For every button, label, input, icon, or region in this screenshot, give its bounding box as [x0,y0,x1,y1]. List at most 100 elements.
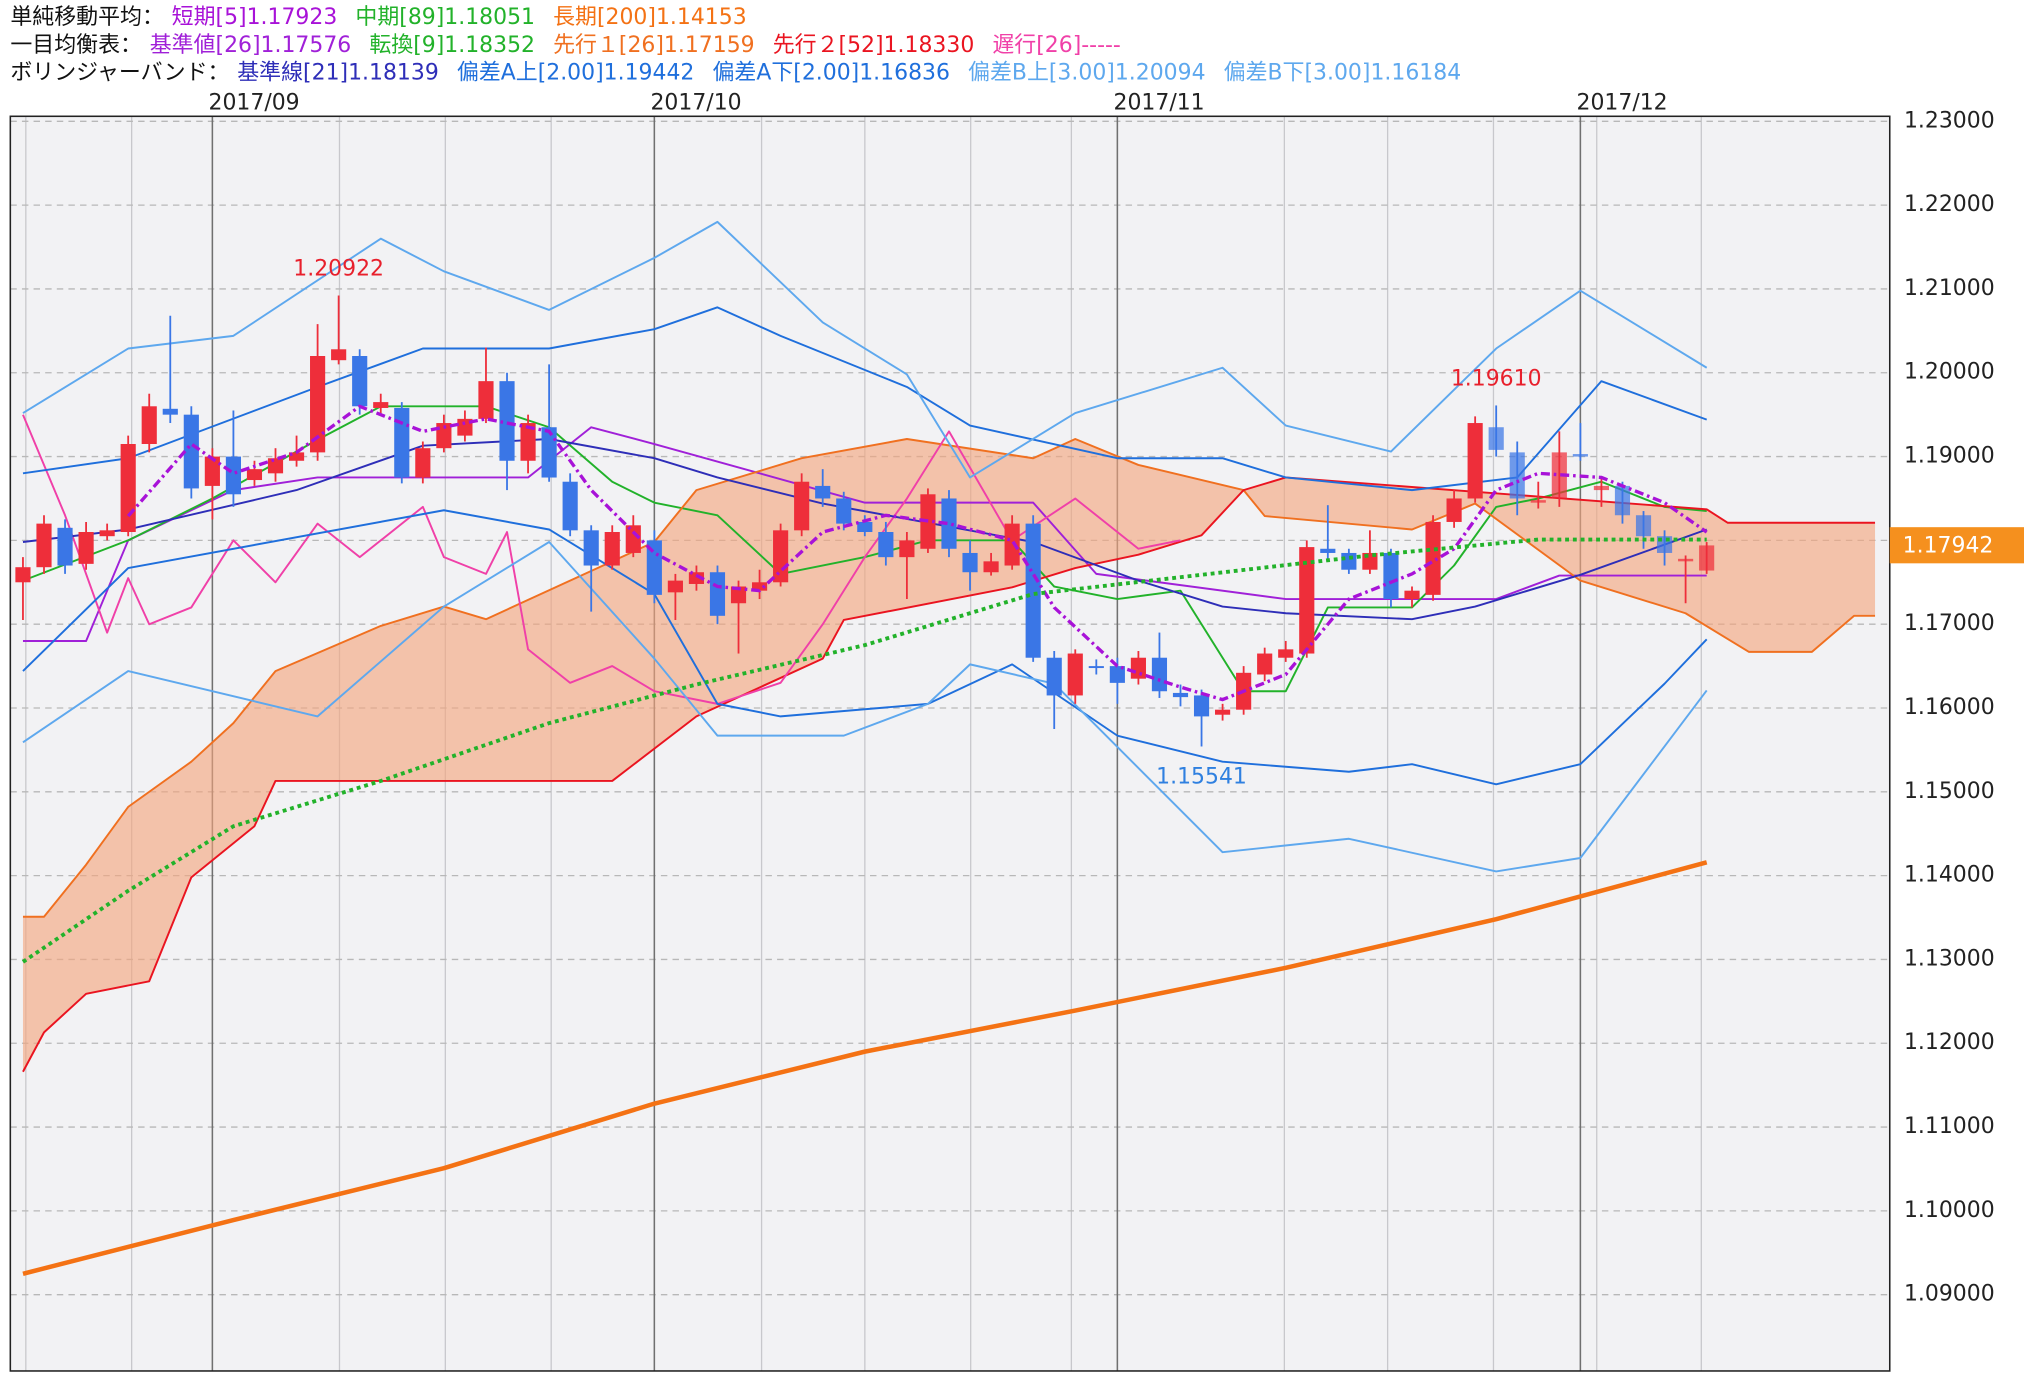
candle-body [15,567,31,583]
x-tick-label: 2017/11 [1113,90,1204,115]
y-tick-label: 1.22000 [1904,192,1995,217]
legend-entry: 中期[89]1.18051 [355,5,535,30]
candle-body [562,481,578,531]
legend-entry: 基準線[21]1.18139 [237,61,439,86]
candle-body [1467,423,1483,499]
candle-body [1109,666,1125,683]
candle-body [436,423,452,449]
last-price-label: 1.17942 [1903,534,1994,559]
candle-body [1530,500,1546,503]
x-tick-label: 2017/10 [650,90,741,115]
candle-body [310,355,326,453]
legend-entry: 先行２[52]1.18330 [773,33,975,58]
candle-body [99,530,115,537]
candle-body [394,407,410,478]
plot-frame [9,115,1891,1372]
candle-body [1572,454,1588,457]
candle-body [1046,657,1062,696]
indicator-line [22,220,1708,479]
candle-body [457,418,473,436]
candle-body [815,485,831,499]
candle-body [141,406,157,445]
moving-average-line [21,537,1707,964]
legend-entry: 偏差B下[3.00]1.16184 [1224,61,1462,86]
legend: 単純移動平均： 短期[5]1.17923 中期[89]1.18051 長期[200]1… [10,5,1461,86]
y-tick-label: 1.12000 [1904,1030,1995,1055]
candle-body [836,498,852,524]
candle-body [962,552,978,573]
candle-body [1404,590,1420,600]
legend-entry: 長期[200]1.14153 [553,5,747,30]
candle-body [1088,666,1104,669]
candle-body [246,469,263,481]
y-tick-label: 1.11000 [1904,1114,1995,1139]
candle-body [1699,545,1715,571]
candle-body [1614,485,1631,516]
legend-entry: 基準値[26]1.17576 [150,33,352,58]
candle-body [204,456,220,486]
candle-body [1193,695,1210,717]
legend-group-label: ボリンジャーバンド： [10,61,229,86]
y-tick-label: 1.16000 [1904,695,1995,720]
axes: 1.09000 1.10000 1.11000 1.12000 1.13000 1.140… [208,90,2024,1307]
candle-body [541,427,557,478]
candle-body [941,498,957,549]
candle-body [478,381,494,419]
x-tick-label: 2017/09 [208,90,299,115]
candle-body [667,580,683,593]
legend-entry: 偏差B上[3.00]1.20094 [968,61,1206,86]
candle-body [1509,452,1525,499]
candle-body [1551,452,1567,499]
candle-body [688,572,705,584]
candle-body [773,530,789,583]
plot [15,220,1876,1276]
legend-entry: 偏差A上[2.00]1.19442 [457,61,695,86]
candle-body [415,448,431,478]
y-tick-label: 1.21000 [1904,276,1995,301]
y-tick-label: 1.15000 [1904,779,1995,804]
candle-body [1635,515,1652,537]
y-tick-label: 1.19000 [1904,444,1995,469]
indicator-line [22,438,1876,918]
candle-body [794,481,810,531]
candle-body [57,527,73,566]
y-tick-label: 1.20000 [1904,360,1995,385]
candle-body [983,561,999,573]
y-tick-label: 1.17000 [1904,611,1995,636]
candle-body [36,523,52,568]
candle-body [183,414,199,489]
price-annotation: 1.20922 [293,257,384,282]
candle-body [1151,657,1168,692]
candle-body [1067,653,1083,696]
candle-body [899,540,915,558]
candle-body [878,532,894,558]
indicator-line [22,306,1708,492]
candle-body [1383,552,1399,600]
legend-entry: 遅行[26]----- [992,33,1121,58]
indicator-line [22,414,1181,705]
candle-body [625,525,641,553]
candle-body [1215,709,1231,715]
candle-body [267,458,284,474]
y-tick-label: 1.09000 [1904,1282,1995,1307]
candle-body [225,456,241,495]
candle-body [1130,657,1146,679]
candle-body [1678,558,1694,562]
legend-entry: 先行１[26]1.17159 [553,33,755,58]
legend-group-label: 単純移動平均： [10,5,164,30]
legend-entry: 短期[5]1.17923 [172,5,338,30]
candle-body [1425,521,1441,595]
candle-body [120,444,136,533]
candle-body [1257,653,1273,675]
candle-body [78,532,94,564]
candle-body [583,530,599,566]
indicator-line [22,476,1876,1073]
candle-body [1025,523,1041,658]
candle-body [1004,523,1020,566]
candle-body [352,355,368,407]
candle-body [1341,552,1357,570]
y-tick-label: 1.10000 [1904,1198,1995,1223]
candle-body [499,381,515,461]
